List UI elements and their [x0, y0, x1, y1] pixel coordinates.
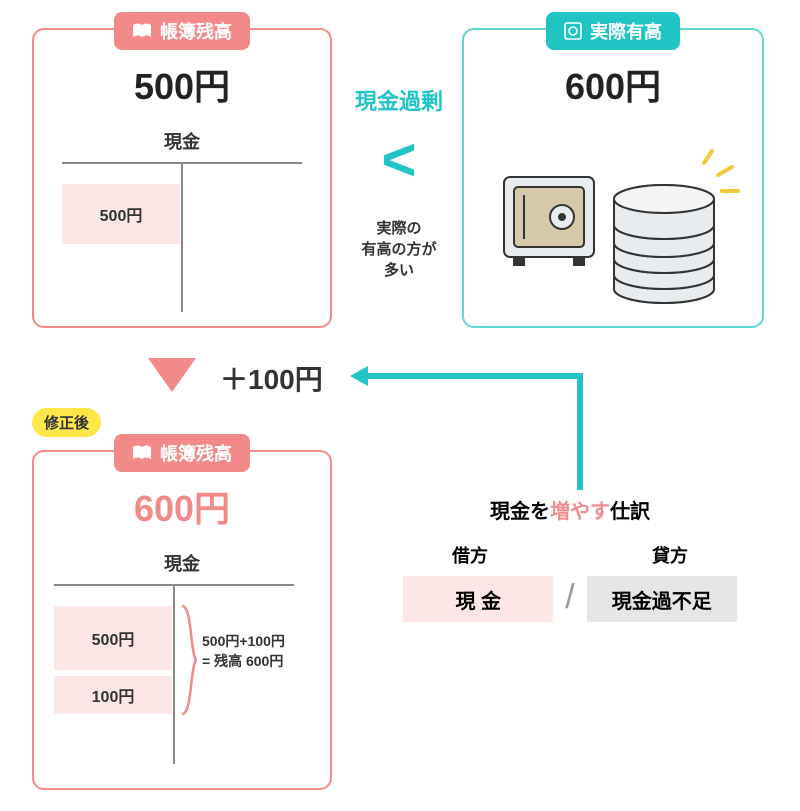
book-icon: [132, 445, 152, 461]
journal-entry: 現金を増やす仕訳 借方 貸方 現 金 / 現金過不足: [370, 495, 770, 622]
t-vertical-line: [181, 162, 183, 312]
t-cell-1: 500円: [62, 184, 180, 244]
credit-entry: 現金過不足: [587, 576, 737, 622]
after-correction-pill: 修正後: [32, 408, 101, 437]
t-vertical-line: [173, 584, 175, 764]
down-triangle-icon: [148, 358, 196, 392]
brace-icon: [180, 606, 198, 714]
brace-note: 500円+100円 = 残高 600円: [202, 632, 285, 671]
journal-columns: 借方 貸方: [370, 542, 770, 568]
book-balance-after-badge: 帳簿残高: [114, 434, 250, 472]
title-prefix: 現金を: [490, 501, 550, 523]
book-icon: [132, 23, 152, 39]
account-label: 現金: [34, 128, 330, 154]
credit-label: 貸方: [652, 542, 688, 568]
safe-badge-icon: [564, 22, 582, 40]
less-than-icon: <: [346, 130, 452, 190]
account-label-after: 現金: [34, 550, 330, 576]
debit-label: 借方: [452, 542, 488, 568]
journal-arrow: [350, 360, 590, 500]
title-suffix: 仕訳: [610, 501, 650, 523]
comparison-note: 実際の 有高の方が 多い: [346, 218, 452, 281]
book-amount: 500円: [34, 58, 330, 110]
entry-divider: /: [557, 578, 582, 617]
actual-balance-box: 実際有高 600円: [462, 28, 764, 328]
book-after-amount: 600円: [34, 480, 330, 532]
journal-title: 現金を増やす仕訳: [370, 495, 770, 524]
t-cell-1: 500円: [54, 606, 172, 670]
badge-label: 帳簿残高: [160, 18, 232, 44]
safe-coins-illustration: [494, 145, 744, 315]
badge-label: 帳簿残高: [160, 440, 232, 466]
book-balance-after-box: 帳簿残高 600円 現金 500円 100円 500円+100円 = 残高 60…: [32, 450, 332, 790]
badge-label: 実際有高: [590, 18, 662, 44]
journal-entries: 現 金 / 現金過不足: [370, 576, 770, 622]
plus-amount: ＋100円: [220, 358, 323, 398]
t-account: 500円: [62, 162, 302, 312]
book-balance-box: 帳簿残高 500円 現金 500円: [32, 28, 332, 328]
actual-balance-badge: 実際有高: [546, 12, 680, 50]
excess-label: 現金過剰: [346, 84, 452, 116]
t-account-after: 500円 100円 500円+100円 = 残高 600円: [54, 584, 294, 764]
book-balance-badge: 帳簿残高: [114, 12, 250, 50]
t-cell-2: 100円: [54, 676, 172, 714]
actual-amount: 600円: [464, 58, 762, 110]
title-accent: 増やす: [550, 501, 610, 523]
debit-entry: 現 金: [403, 576, 553, 622]
